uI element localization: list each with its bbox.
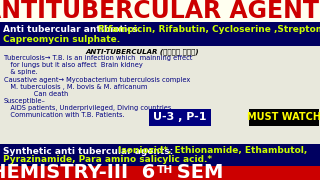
Text: ANTITUBERCULAR AGENTS: ANTITUBERCULAR AGENTS [0,0,320,23]
FancyBboxPatch shape [0,46,320,144]
Text: Isoniozid*, Ethionamide, Ethambutol,: Isoniozid*, Ethionamide, Ethambutol, [118,147,307,156]
Text: Rifampicin, Rifabutin, Cycloserine ,Streptomycine,: Rifampicin, Rifabutin, Cycloserine ,Stre… [98,24,320,33]
Text: Anti tubercular antibiotics:: Anti tubercular antibiotics: [3,24,141,33]
Text: for lungs but it also affect  Brain kidney: for lungs but it also affect Brain kidne… [4,62,143,68]
Text: U-3 , P-1: U-3 , P-1 [153,112,207,123]
FancyBboxPatch shape [0,144,320,166]
Text: M. tuberculosis , M. bovis & M. africanum: M. tuberculosis , M. bovis & M. africanu… [4,84,148,90]
Text: MEDICINAL CHEMISTRY-III  6: MEDICINAL CHEMISTRY-III 6 [0,163,155,180]
FancyBboxPatch shape [0,22,320,46]
Text: & spine.: & spine. [4,69,38,75]
Text: MUST WATCH: MUST WATCH [247,112,320,123]
Text: Pyrazinamide, Para amino salicylic acid.*: Pyrazinamide, Para amino salicylic acid.… [3,156,212,165]
FancyBboxPatch shape [149,109,211,126]
Text: Communication with T.B. Patients.: Communication with T.B. Patients. [4,112,124,118]
Text: TH: TH [157,165,173,175]
FancyBboxPatch shape [249,109,319,126]
FancyBboxPatch shape [0,0,320,22]
FancyBboxPatch shape [0,166,320,180]
Text: Tuberculosis→ T.B. is an infection which  mainning effect: Tuberculosis→ T.B. is an infection which… [4,55,192,61]
Text: SEM: SEM [170,163,223,180]
Text: ANTI-TUBERCULAR (क्षय रोग): ANTI-TUBERCULAR (क्षय रोग) [85,49,199,55]
Text: Susceptible–: Susceptible– [4,98,46,104]
Text: Causative agent→ Mycobacterium tuberculosis complex: Causative agent→ Mycobacterium tuberculo… [4,77,190,83]
Text: Synthetic anti tubercular agents:: Synthetic anti tubercular agents: [3,147,176,156]
Text: AIDS patients, Underprivileged, Diving countries,: AIDS patients, Underprivileged, Diving c… [4,105,173,111]
Text: Can death: Can death [4,91,68,97]
Text: Capreomycin sulphate.: Capreomycin sulphate. [3,35,120,44]
